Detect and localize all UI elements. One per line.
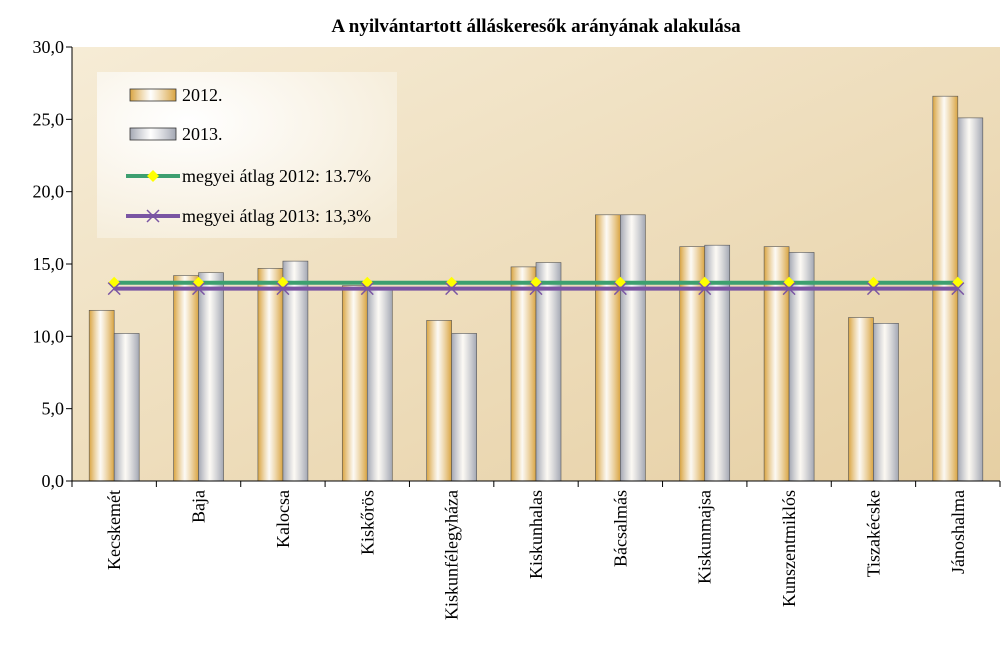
x-tick-label: Tiszakécske <box>863 490 883 577</box>
marker <box>951 282 965 296</box>
y-tick-label: 25,0 <box>33 109 65 129</box>
legend-swatch <box>129 88 177 102</box>
marker <box>276 282 290 296</box>
y-tick-label: 10,0 <box>33 326 65 346</box>
bar <box>535 262 562 482</box>
marker <box>782 282 796 296</box>
x-tick-label: Kiskunfélegyháza <box>442 490 462 620</box>
bar <box>257 268 284 482</box>
marker <box>360 282 374 296</box>
bar <box>873 323 899 482</box>
bar <box>679 246 706 482</box>
x-tick-label: Kiskunmajsa <box>695 490 715 584</box>
x-tick-label: Kiskőrös <box>357 490 377 555</box>
x-tick-label: Bácsalmás <box>610 490 630 567</box>
x-tick-label: Kiskunhalas <box>526 490 546 579</box>
marker <box>107 282 121 296</box>
bar <box>510 266 537 482</box>
legend-marker <box>147 170 159 182</box>
marker <box>192 282 206 296</box>
legend-label: megyei átlag 2013: 13,3% <box>182 206 371 226</box>
x-tick-label: Jánoshalma <box>948 490 968 574</box>
marker <box>613 282 627 296</box>
bar <box>113 333 140 482</box>
x-tick-label: Kecskemét <box>104 490 124 570</box>
y-tick-label: 20,0 <box>33 182 65 202</box>
y-tick-label: 15,0 <box>33 254 65 274</box>
legend-swatch <box>129 127 177 141</box>
y-tick-label: 5,0 <box>42 399 65 419</box>
bar <box>88 309 115 482</box>
bar <box>620 214 646 482</box>
bar <box>282 260 309 482</box>
bar <box>451 333 477 482</box>
legend-label: 2012. <box>182 85 223 105</box>
marker <box>866 282 880 296</box>
legend-label: 2013. <box>182 124 223 144</box>
y-tick-label: 30,0 <box>33 37 65 57</box>
y-tick-label: 0,0 <box>42 471 65 491</box>
legend-marker <box>146 209 160 223</box>
bar <box>426 320 452 482</box>
bar <box>957 117 984 482</box>
marker <box>445 282 459 296</box>
bar <box>366 288 393 482</box>
x-tick-label: Kunszentmiklós <box>779 490 799 607</box>
marker <box>529 282 543 296</box>
chart-title: A nyilvántartott álláskeresők arányának … <box>331 16 741 37</box>
bar <box>198 272 224 482</box>
x-tick-label: Baja <box>189 490 209 523</box>
data-layer <box>88 95 984 482</box>
bar <box>341 285 368 482</box>
x-tick-label: Kalocsa <box>273 490 293 548</box>
bar <box>848 317 874 482</box>
marker <box>698 282 712 296</box>
bar <box>173 275 199 482</box>
bar <box>595 214 621 482</box>
legend-label: megyei átlag 2012: 13.7% <box>182 166 371 186</box>
